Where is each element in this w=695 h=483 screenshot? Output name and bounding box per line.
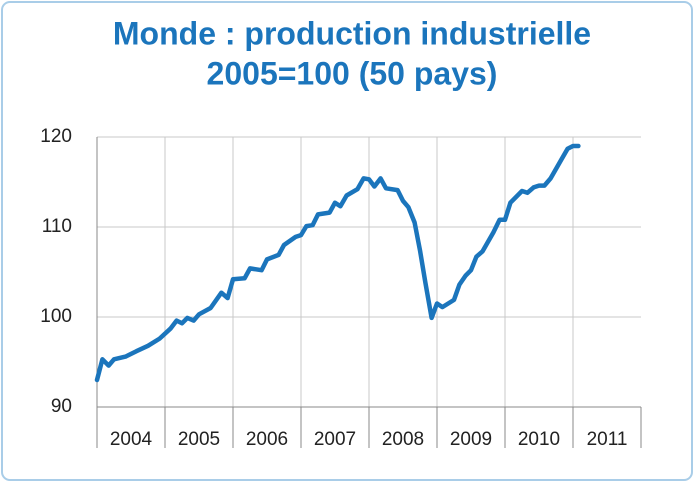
data-line <box>94 143 581 383</box>
x-tick-label: 2006 <box>246 429 288 450</box>
chart-title: Monde : production industrielle <box>113 15 591 51</box>
x-tick-label: 2008 <box>382 429 424 450</box>
y-tick-label: 90 <box>51 396 72 417</box>
y-tick-label: 120 <box>40 126 72 147</box>
chart-subtitle: 2005=100 (50 pays) <box>207 55 498 91</box>
x-tick-label: 2009 <box>450 429 492 450</box>
x-tick-label: 2005 <box>178 429 220 450</box>
x-tick-label: 2004 <box>110 429 153 450</box>
x-tick-label: 2010 <box>518 429 560 450</box>
x-tick-label: 2007 <box>314 429 356 450</box>
y-tick-label: 100 <box>40 306 72 327</box>
y-tick-label: 110 <box>42 216 72 237</box>
x-tick-label: 2011 <box>587 429 628 450</box>
